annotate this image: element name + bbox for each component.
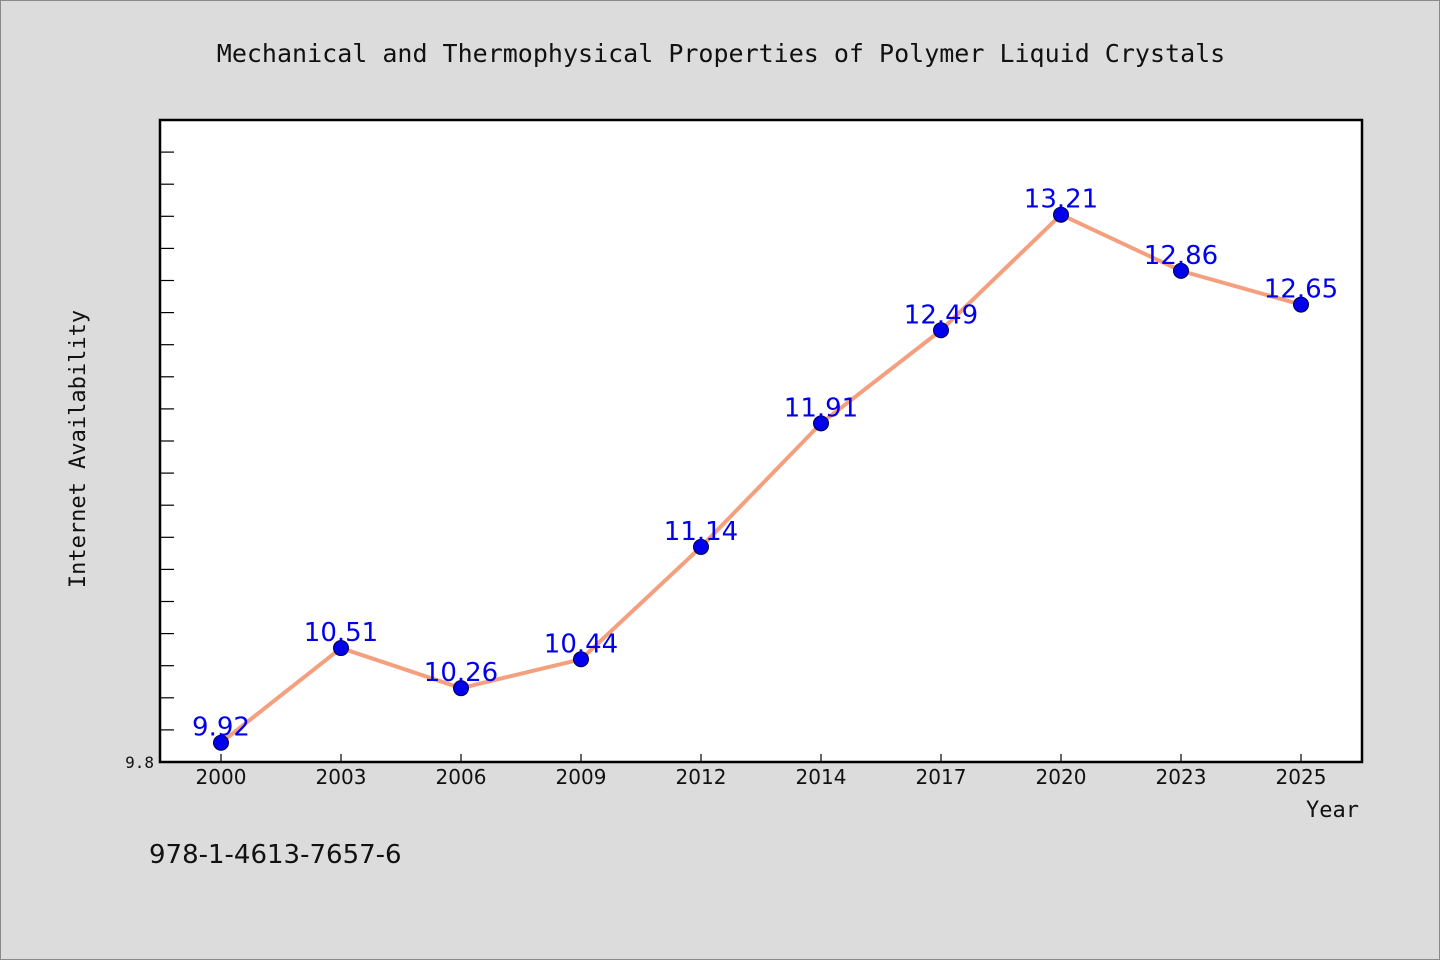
data-point <box>1053 206 1069 223</box>
isbn-annotation: 978-1-4613-7657-6 <box>149 840 402 870</box>
x-tick-label: 2025 <box>1276 765 1327 789</box>
data-point <box>213 734 229 751</box>
data-label: 12.86 <box>1144 241 1218 271</box>
data-point <box>1173 262 1189 279</box>
data-point <box>813 415 829 432</box>
x-tick-label: 2020 <box>1036 765 1087 789</box>
y-axis-tick-labels: 9.8 <box>125 753 154 772</box>
data-label: 10.51 <box>304 618 378 648</box>
x-axis-title: Year <box>1306 798 1359 823</box>
x-tick-label: 2012 <box>676 765 727 789</box>
x-axis-tick-labels: 2000 2003 2006 2009 2012 2014 2017 2020 2023 2025 <box>196 765 1327 789</box>
data-point <box>333 640 349 657</box>
data-label: 11.91 <box>784 393 858 423</box>
plot-area <box>158 118 1364 764</box>
series-line <box>219 212 1303 745</box>
series-group: 9.92 10.51 10.26 10.44 11.14 11.91 12.49 13.21 1… <box>192 185 1338 751</box>
x-tick-label: 2014 <box>796 765 847 789</box>
x-axis-ticks <box>220 754 1302 762</box>
data-label: 9.92 <box>192 713 250 743</box>
x-tick-label: 2006 <box>436 765 487 789</box>
data-point <box>1293 296 1309 313</box>
y-axis-ticks <box>160 151 174 731</box>
data-label: 13.21 <box>1024 185 1098 215</box>
data-label: 12.49 <box>904 300 978 330</box>
data-point <box>693 538 709 555</box>
data-point <box>453 680 469 697</box>
x-tick-label: 2023 <box>1156 765 1207 789</box>
data-label: 11.14 <box>664 517 738 547</box>
data-label: 10.26 <box>424 658 498 688</box>
x-tick-label: 2000 <box>196 765 247 789</box>
data-point <box>573 651 589 668</box>
x-tick-label: 2009 <box>556 765 607 789</box>
data-label: 10.44 <box>544 629 618 659</box>
y-tick-label: 9.8 <box>125 753 154 772</box>
chart-title: Mechanical and Thermophysical Properties… <box>217 39 1225 68</box>
data-label: 12.65 <box>1264 275 1338 305</box>
x-tick-label: 2003 <box>316 765 367 789</box>
data-point <box>933 322 949 339</box>
x-tick-label: 2017 <box>916 765 967 789</box>
y-axis-title: Internet Availability <box>66 310 91 588</box>
